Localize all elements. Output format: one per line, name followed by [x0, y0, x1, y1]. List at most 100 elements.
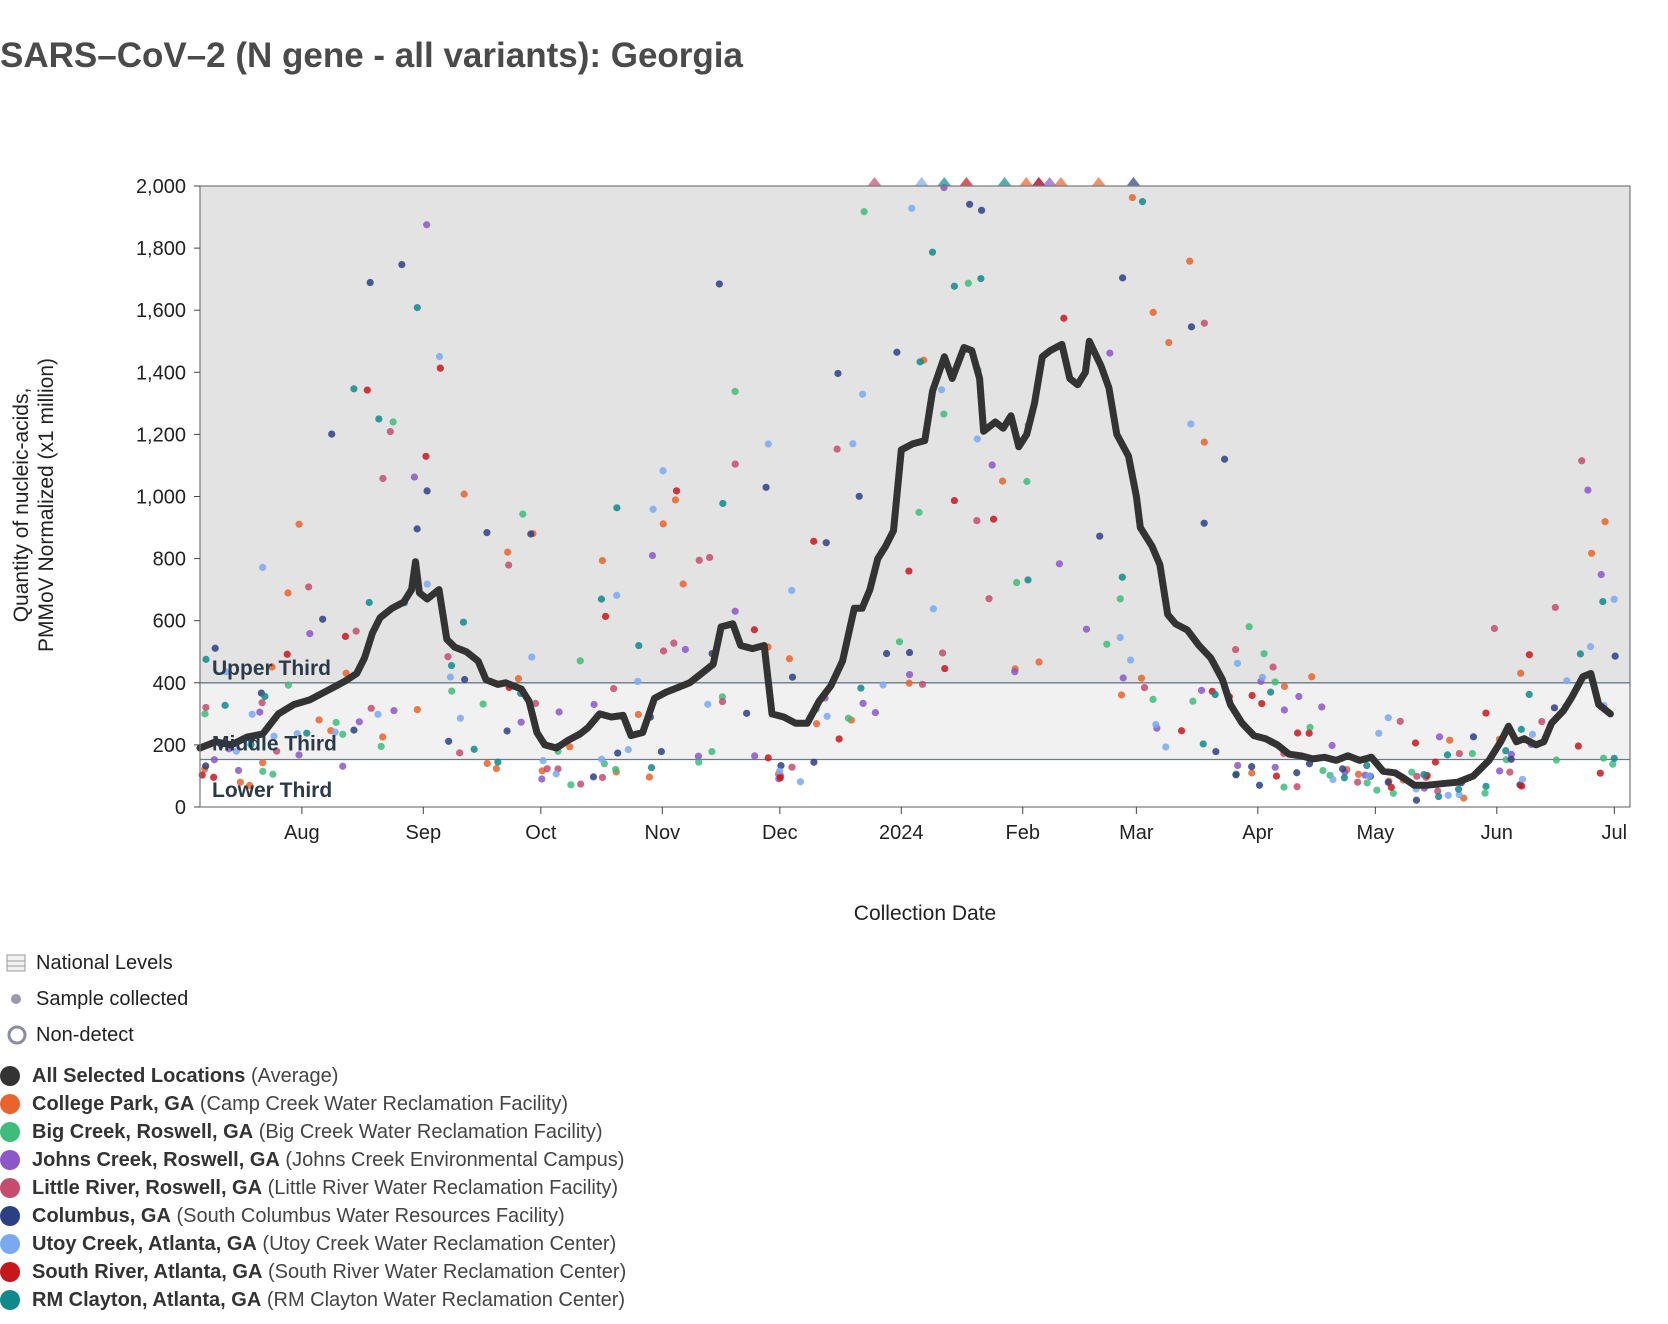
- sample-point: [1271, 678, 1279, 686]
- sample-point: [1446, 736, 1454, 744]
- offscale-marker: [1042, 177, 1057, 186]
- sample-point: [1502, 747, 1510, 755]
- sample-point: [1490, 624, 1498, 633]
- sample-point: [649, 505, 657, 513]
- sample-point: [379, 733, 387, 741]
- offscale-marker: [937, 177, 952, 186]
- sample-point: [1149, 308, 1157, 316]
- sample-point: [905, 671, 914, 679]
- sample-point: [374, 710, 382, 718]
- y-tick-label: 1,000: [136, 487, 186, 509]
- chart-svg[interactable]: Upper Third Middle Third Lower Third 0 200 4…: [0, 0, 1668, 940]
- sample-point: [1106, 349, 1114, 357]
- average-line-group: [196, 337, 1614, 789]
- sample-point: [612, 765, 620, 774]
- sample-point: [635, 641, 643, 650]
- x-axis-title: Collection Date: [854, 902, 996, 925]
- legend-national-levels[interactable]: National Levels: [6, 945, 188, 981]
- sample-point: [1340, 774, 1348, 782]
- sample-point: [1412, 796, 1421, 804]
- sample-point: [1258, 673, 1267, 681]
- sample-point: [1444, 791, 1452, 799]
- sample-point: [1538, 718, 1546, 726]
- sample-point: [210, 773, 218, 781]
- sample-point: [319, 615, 327, 623]
- sample-point: [339, 762, 347, 770]
- legend-location-6[interactable]: South River, Atlanta, GA (South River Wa…: [0, 1258, 626, 1286]
- location-facility: (RM Clayton Water Reclamation Center): [261, 1288, 626, 1311]
- sample-point: [505, 561, 513, 569]
- sample-point: [1255, 781, 1264, 789]
- location-facility: (South Columbus Water Resources Facility…: [170, 1204, 565, 1227]
- legend-location-4[interactable]: Columbus, GA (South Columbus Water Resou…: [0, 1202, 626, 1230]
- location-facility: (South River Water Reclamation Center): [262, 1260, 627, 1283]
- sample-point: [259, 563, 267, 571]
- legend-all-locations[interactable]: All Selected Locations (Average): [0, 1062, 626, 1090]
- sample-point: [1469, 733, 1478, 741]
- sample-point: [576, 657, 584, 665]
- location-name: Johns Creek, Roswell, GA: [32, 1148, 280, 1171]
- sample-point: [221, 701, 229, 709]
- sample-point: [284, 589, 292, 597]
- legend-location-2[interactable]: Johns Creek, Roswell, GA (Johns Creek En…: [0, 1146, 626, 1174]
- sample-point: [788, 763, 796, 771]
- sample-point: [1588, 549, 1596, 557]
- sample-point: [1387, 783, 1395, 791]
- sample-point: [447, 661, 456, 670]
- sample-point: [1189, 697, 1197, 705]
- sample-point: [882, 649, 891, 658]
- legend-location-7[interactable]: RM Clayton, Atlanta, GA (RM Clayton Wate…: [0, 1286, 626, 1314]
- legend-non-detect-label: Non-detect: [36, 1023, 134, 1046]
- sample-point: [352, 627, 360, 635]
- sample-point: [306, 630, 314, 638]
- location-dot-icon: [0, 1262, 20, 1282]
- sample-point: [1280, 682, 1289, 691]
- sample-point: [764, 440, 772, 448]
- sample-point: [1013, 578, 1021, 587]
- sample-point: [796, 778, 805, 786]
- sample-point: [857, 684, 865, 692]
- sample-point: [365, 598, 373, 607]
- offscale-marker: [959, 177, 974, 186]
- band-1: [200, 682, 1630, 760]
- location-facility: (Big Creek Water Reclamation Facility): [253, 1120, 603, 1143]
- x-tick-label: Dec: [762, 822, 798, 844]
- sample-point: [1319, 766, 1327, 775]
- sample-point: [460, 490, 468, 498]
- sample-point: [1162, 743, 1170, 751]
- sample-point: [598, 556, 607, 565]
- sample-point: [1165, 338, 1173, 347]
- sample-point: [929, 605, 937, 613]
- legend-sample-collected[interactable]: Sample collected: [6, 981, 188, 1017]
- sample-point: [270, 732, 278, 740]
- legend-non-detect[interactable]: Non-detect: [6, 1017, 188, 1053]
- offscale-marker: [1019, 177, 1034, 186]
- sample-point: [1119, 674, 1127, 682]
- legend-location-0[interactable]: College Park, GA (Camp Creek Water Recla…: [0, 1090, 626, 1118]
- legend-location-1[interactable]: Big Creek, Roswell, GA (Big Creek Water …: [0, 1118, 626, 1146]
- sample-point: [201, 710, 209, 718]
- sample-point: [1280, 783, 1288, 791]
- legend-location-3[interactable]: Little River, Roswell, GA (Little River …: [0, 1174, 626, 1202]
- sample-point: [303, 729, 311, 737]
- all-locations-dot-icon: [0, 1066, 20, 1086]
- sample-point: [210, 756, 218, 764]
- offscale-marker: [1126, 177, 1141, 186]
- sample-point: [731, 607, 739, 615]
- sample-point: [1517, 669, 1525, 677]
- sample-point: [751, 752, 759, 760]
- sample-point: [479, 700, 487, 708]
- offscale-marker: [867, 177, 882, 186]
- sample-point: [598, 773, 607, 782]
- sample-point: [659, 647, 668, 655]
- sample-point: [1024, 576, 1032, 584]
- sample-point: [1096, 532, 1104, 540]
- legend-location-5[interactable]: Utoy Creek, Atlanta, GA (Utoy Creek Wate…: [0, 1230, 626, 1258]
- sample-point: [539, 756, 547, 765]
- sample-point: [328, 430, 336, 438]
- sample-point: [777, 762, 785, 770]
- sample-point: [1232, 771, 1240, 779]
- sample-point: [413, 525, 421, 533]
- sample-point: [1055, 560, 1064, 568]
- sample-point: [1187, 420, 1195, 428]
